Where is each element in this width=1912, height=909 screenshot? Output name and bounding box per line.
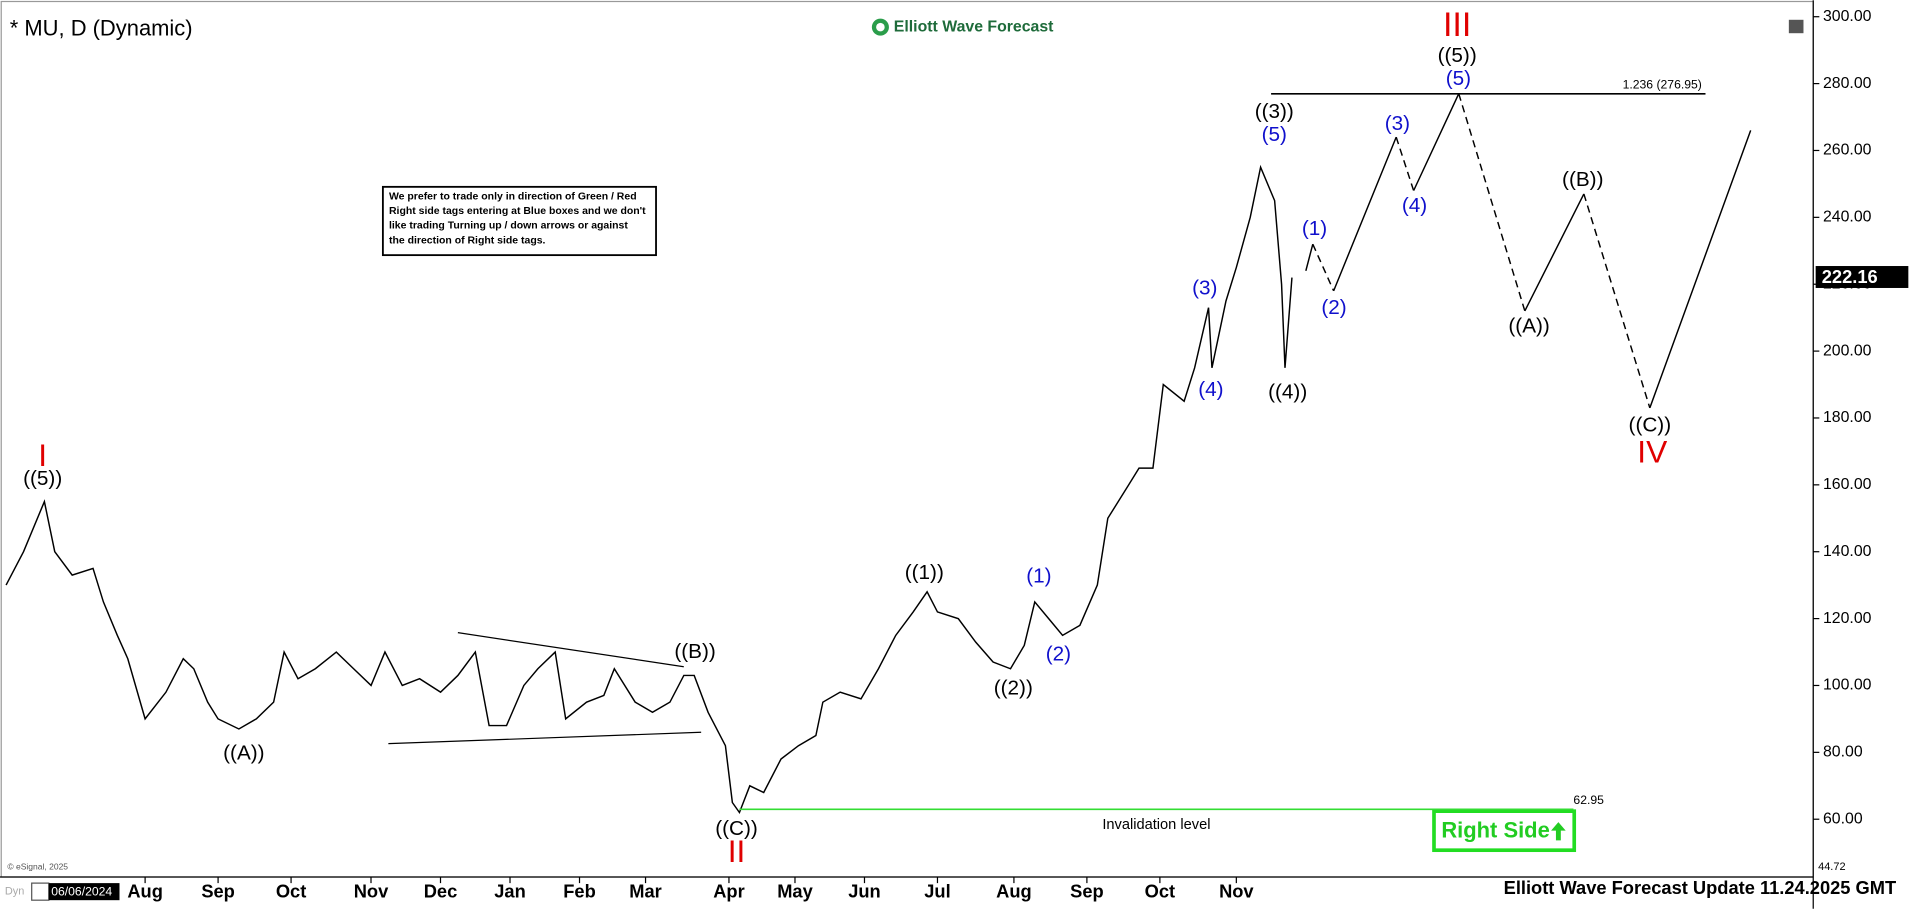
x-tick-label: Oct (1145, 881, 1175, 902)
wave-label: (4) (1198, 378, 1223, 401)
wave-label: ((5)) (23, 467, 62, 490)
logo-icon-inner (876, 22, 885, 32)
start-date: 06/06/2024 (51, 884, 112, 898)
chart-title: * MU, D (Dynamic) (10, 15, 193, 40)
wave-label: ((4)) (1268, 380, 1307, 403)
x-tick-label: Aug (996, 881, 1032, 902)
wave-label: ((B)) (674, 640, 715, 663)
wave-label: III (1443, 6, 1471, 44)
level-label: 62.95 (1573, 793, 1604, 807)
x-tick-label: Jul (924, 881, 950, 902)
price-line (1312, 93, 1651, 409)
x-tick-label: Aug (127, 881, 163, 902)
x-tick-label: Oct (276, 881, 306, 902)
wave-label: ((C)) (1629, 413, 1672, 436)
wave-label: ((C)) (715, 817, 758, 840)
y-tick-label: 300.00 (1823, 8, 1872, 25)
y-tick-label: 60.00 (1823, 810, 1863, 827)
y-tick-label: 260.00 (1823, 142, 1872, 159)
wave-label: (1) (1026, 565, 1051, 588)
y-tick-label: 160.00 (1823, 476, 1872, 493)
wave-label: (3) (1385, 112, 1410, 135)
wave-label: I (38, 437, 47, 473)
wave-label: ((A)) (223, 741, 264, 764)
y-tick-label: 180.00 (1823, 409, 1872, 426)
wave-label: ((B)) (1562, 168, 1603, 191)
footer: Elliott Wave Forecast Update 11.24.2025 … (1504, 877, 1897, 898)
right-side-box (1432, 809, 1577, 853)
y-tick-label: 80.00 (1823, 744, 1863, 761)
note-line: We prefer to trade only in direction of … (389, 191, 637, 202)
wave-label: ((A)) (1508, 315, 1549, 338)
x-tick-label: Mar (629, 881, 662, 902)
wave-label: IV (1637, 433, 1667, 469)
x-tick-label: Sep (1070, 881, 1104, 902)
note-box (381, 185, 657, 257)
trendline (388, 731, 702, 745)
x-tick-label: Dec (424, 881, 458, 902)
price-line (1305, 93, 1752, 409)
wave-label: (2) (1321, 296, 1346, 319)
last-price: 222.16 (1822, 266, 1878, 287)
x-tick-label: Nov (1219, 881, 1254, 902)
wave-label: ((1)) (905, 561, 944, 584)
last-price-box (1815, 266, 1909, 288)
level-label: 1.236 (276.95) (1623, 77, 1702, 91)
logo: Elliott Wave Forecast (894, 18, 1054, 35)
wave-label: (4) (1402, 194, 1427, 217)
level-text: Invalidation level (1102, 817, 1210, 833)
x-tick-label: Apr (713, 881, 744, 902)
note-line: Right side tags entering at Blue boxes a… (389, 206, 646, 217)
wave-label: (5) (1446, 67, 1471, 90)
start-date-box (48, 883, 120, 901)
y-tick-label: 140.00 (1823, 543, 1872, 560)
note-line: like trading Turning up / down arrows or… (389, 221, 628, 232)
x-tick-label: Nov (354, 881, 389, 902)
wave-label: (2) (1046, 643, 1071, 666)
trendline (457, 632, 684, 668)
y-tick-label: 240.00 (1823, 209, 1872, 226)
wave-label: ((5)) (1438, 44, 1477, 67)
y-tick-label: 200.00 (1823, 342, 1872, 359)
wave-label: (3) (1192, 277, 1217, 300)
wave-label: ((3)) (1255, 100, 1294, 123)
settings-icon[interactable] (1788, 19, 1804, 34)
x-tick-label: May (777, 881, 813, 902)
wave-label: (1) (1302, 217, 1327, 240)
y-axis-low: 44.72 (1818, 861, 1845, 873)
y-tick-label: 120.00 (1823, 610, 1872, 627)
right-side-arrow (1551, 822, 1566, 841)
wave-label: ((2)) (994, 677, 1033, 700)
date-icon (31, 882, 50, 901)
corner-label: Dyn (5, 886, 25, 898)
x-tick-label: Jan (494, 881, 526, 902)
y-tick-label: 280.00 (1823, 75, 1872, 92)
copyright: © eSignal, 2025 (7, 862, 68, 872)
wave-label: (5) (1262, 123, 1287, 146)
y-tick-label: 100.00 (1823, 677, 1872, 694)
price-line (5, 164, 1293, 815)
x-tick-label: Jun (848, 881, 881, 902)
note-line: the direction of Right side tags. (389, 235, 546, 246)
wave-label: II (728, 833, 746, 869)
x-tick-label: Sep (201, 881, 235, 902)
x-tick-label: Feb (563, 881, 596, 902)
right-side-label: Right Side (1441, 818, 1549, 843)
